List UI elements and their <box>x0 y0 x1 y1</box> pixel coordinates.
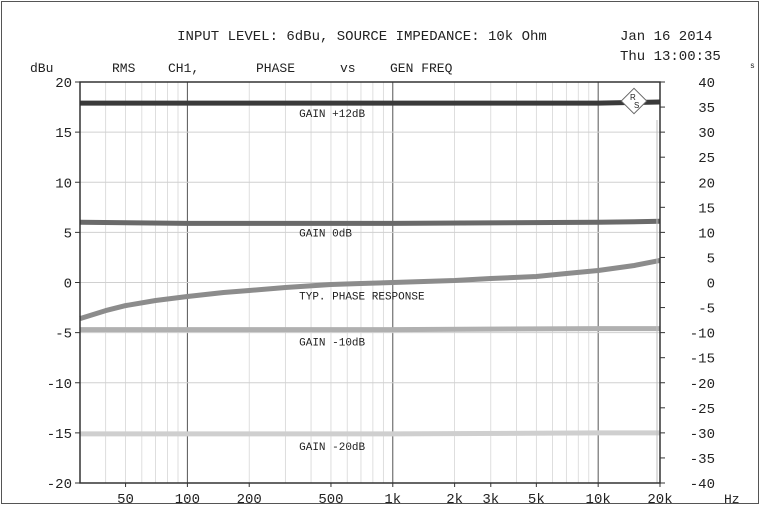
series-label-4: GAIN -20dB <box>299 442 365 454</box>
x-tick-label: 2k <box>446 492 463 508</box>
y-left-tick-label: -5 <box>55 327 72 343</box>
svg-text:R: R <box>630 93 636 102</box>
y-right-tick-label: -5 <box>698 302 715 318</box>
subtitle-vs: vs <box>340 61 356 76</box>
y-right-tick-label: -10 <box>690 327 715 343</box>
y-left-tick-label: 0 <box>64 277 72 293</box>
chart-header-time: Thu 13:00:35 <box>620 49 721 65</box>
x-tick-label: 1k <box>384 492 401 508</box>
y-left-tick-label: -15 <box>47 427 72 443</box>
y-right-tick-label: -35 <box>690 452 715 468</box>
series-line-1 <box>79 218 661 226</box>
x-tick-label: 200 <box>237 492 262 508</box>
x-tick-label: 5k <box>528 492 545 508</box>
y-right-tick-label: 20 <box>698 176 715 192</box>
svg-text:S: S <box>634 101 639 110</box>
y-left-tick-label: 10 <box>55 176 72 192</box>
y-right-tick-label: 30 <box>698 126 715 142</box>
y-right-tick-label: 15 <box>698 201 715 217</box>
y-right-tick-label: -15 <box>690 352 715 368</box>
rohde-schwarz-logo: R S <box>620 87 648 115</box>
y-left-tick-label: 5 <box>64 226 72 242</box>
y-left-tick-label: 15 <box>55 126 72 142</box>
y-axis-left-label: dBu <box>30 61 53 76</box>
subtitle-rms: RMS <box>112 61 136 76</box>
subtitle-gen-freq: GEN FREQ <box>390 61 453 76</box>
x-tick-label: 10k <box>586 492 611 508</box>
y-right-tick-label: 0 <box>707 277 715 293</box>
series-label-2: TYP. PHASE RESPONSE <box>299 292 425 304</box>
series-line-0 <box>80 99 661 106</box>
series-label-1: GAIN 0dB <box>299 228 352 240</box>
x-tick-label: 500 <box>318 492 343 508</box>
series-line-4 <box>80 430 660 437</box>
series-layer <box>79 99 661 437</box>
y-right-tick-label: -40 <box>690 477 715 493</box>
x-axis-unit-label: Hz <box>724 492 740 507</box>
y-left-tick-label: -20 <box>47 477 72 493</box>
axes: 20151050-5-10-15-204035302520151050-5-10… <box>47 76 715 508</box>
y-right-tick-label: 35 <box>698 101 715 117</box>
y-right-tick-label: 25 <box>698 151 715 167</box>
y-left-tick-label: 20 <box>55 76 72 92</box>
chart-header-time-suffix: s <box>750 62 755 71</box>
x-tick-label: 100 <box>175 492 200 508</box>
series-line-2 <box>79 257 661 321</box>
y-left-tick-label: -10 <box>47 377 72 393</box>
y-right-tick-label: -25 <box>690 402 715 418</box>
series-label-0: GAIN +12dB <box>299 109 365 121</box>
chart-header-title: INPUT LEVEL: 6dBu, SOURCE IMPEDANCE: 10k… <box>177 29 547 45</box>
x-tick-label: 20k <box>647 492 672 508</box>
x-tick-label: 3k <box>482 492 499 508</box>
subtitle-channel: CH1, <box>168 61 199 76</box>
y-right-tick-label: 5 <box>707 251 715 267</box>
y-right-tick-label: 40 <box>698 76 715 92</box>
y-right-tick-label: -30 <box>690 427 715 443</box>
series-line-3 <box>80 326 660 333</box>
x-tick-label: 50 <box>117 492 134 508</box>
y-right-tick-label: -20 <box>690 377 715 393</box>
subtitle-phase: PHASE <box>256 61 295 76</box>
series-label-3: GAIN -10dB <box>299 338 365 350</box>
y-right-tick-label: 10 <box>698 226 715 242</box>
series-label-layer: GAIN +12dB GAIN 0dB TYP. PHASE RESPONSE GAI… <box>299 109 425 454</box>
chart-header-date: Jan 16 2014 <box>620 29 712 45</box>
